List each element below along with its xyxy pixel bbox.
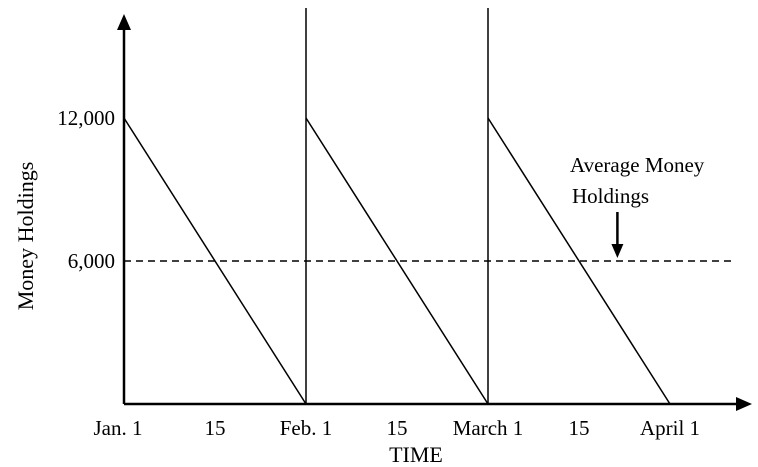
y-axis-label: Money Holdings <box>13 162 38 311</box>
x-tick-label: April 1 <box>640 416 700 440</box>
annotation-line-1: Average Money <box>570 153 705 177</box>
annotation-line-2: Holdings <box>572 184 649 208</box>
y-tick-label: 6,000 <box>68 249 115 273</box>
annotation-arrowhead <box>611 244 624 258</box>
average-annotation: Average Money Holdings <box>570 153 705 258</box>
y-tick-label: 12,000 <box>57 106 115 130</box>
series-layer <box>123 117 671 405</box>
money-decline-segment-1 <box>123 117 307 405</box>
x-tick-label: March 1 <box>453 416 524 440</box>
axes <box>117 14 752 411</box>
x-axis-arrowhead <box>736 397 752 411</box>
y-axis-arrowhead <box>117 14 131 30</box>
reference-lines <box>124 8 732 404</box>
x-tick-label: 15 <box>387 416 408 440</box>
x-tick-label: 15 <box>569 416 590 440</box>
x-tick-label: Feb. 1 <box>280 416 333 440</box>
x-tick-label: 15 <box>205 416 226 440</box>
x-tick-label: Jan. 1 <box>94 416 143 440</box>
tick-labels: Jan. 1 15 Feb. 1 15 March 1 15 April 1 6,000 12,… <box>57 106 700 440</box>
x-axis-label: TIME <box>389 442 443 467</box>
money-decline-segment-3 <box>305 117 489 405</box>
money-decline-segment-5 <box>487 117 671 405</box>
